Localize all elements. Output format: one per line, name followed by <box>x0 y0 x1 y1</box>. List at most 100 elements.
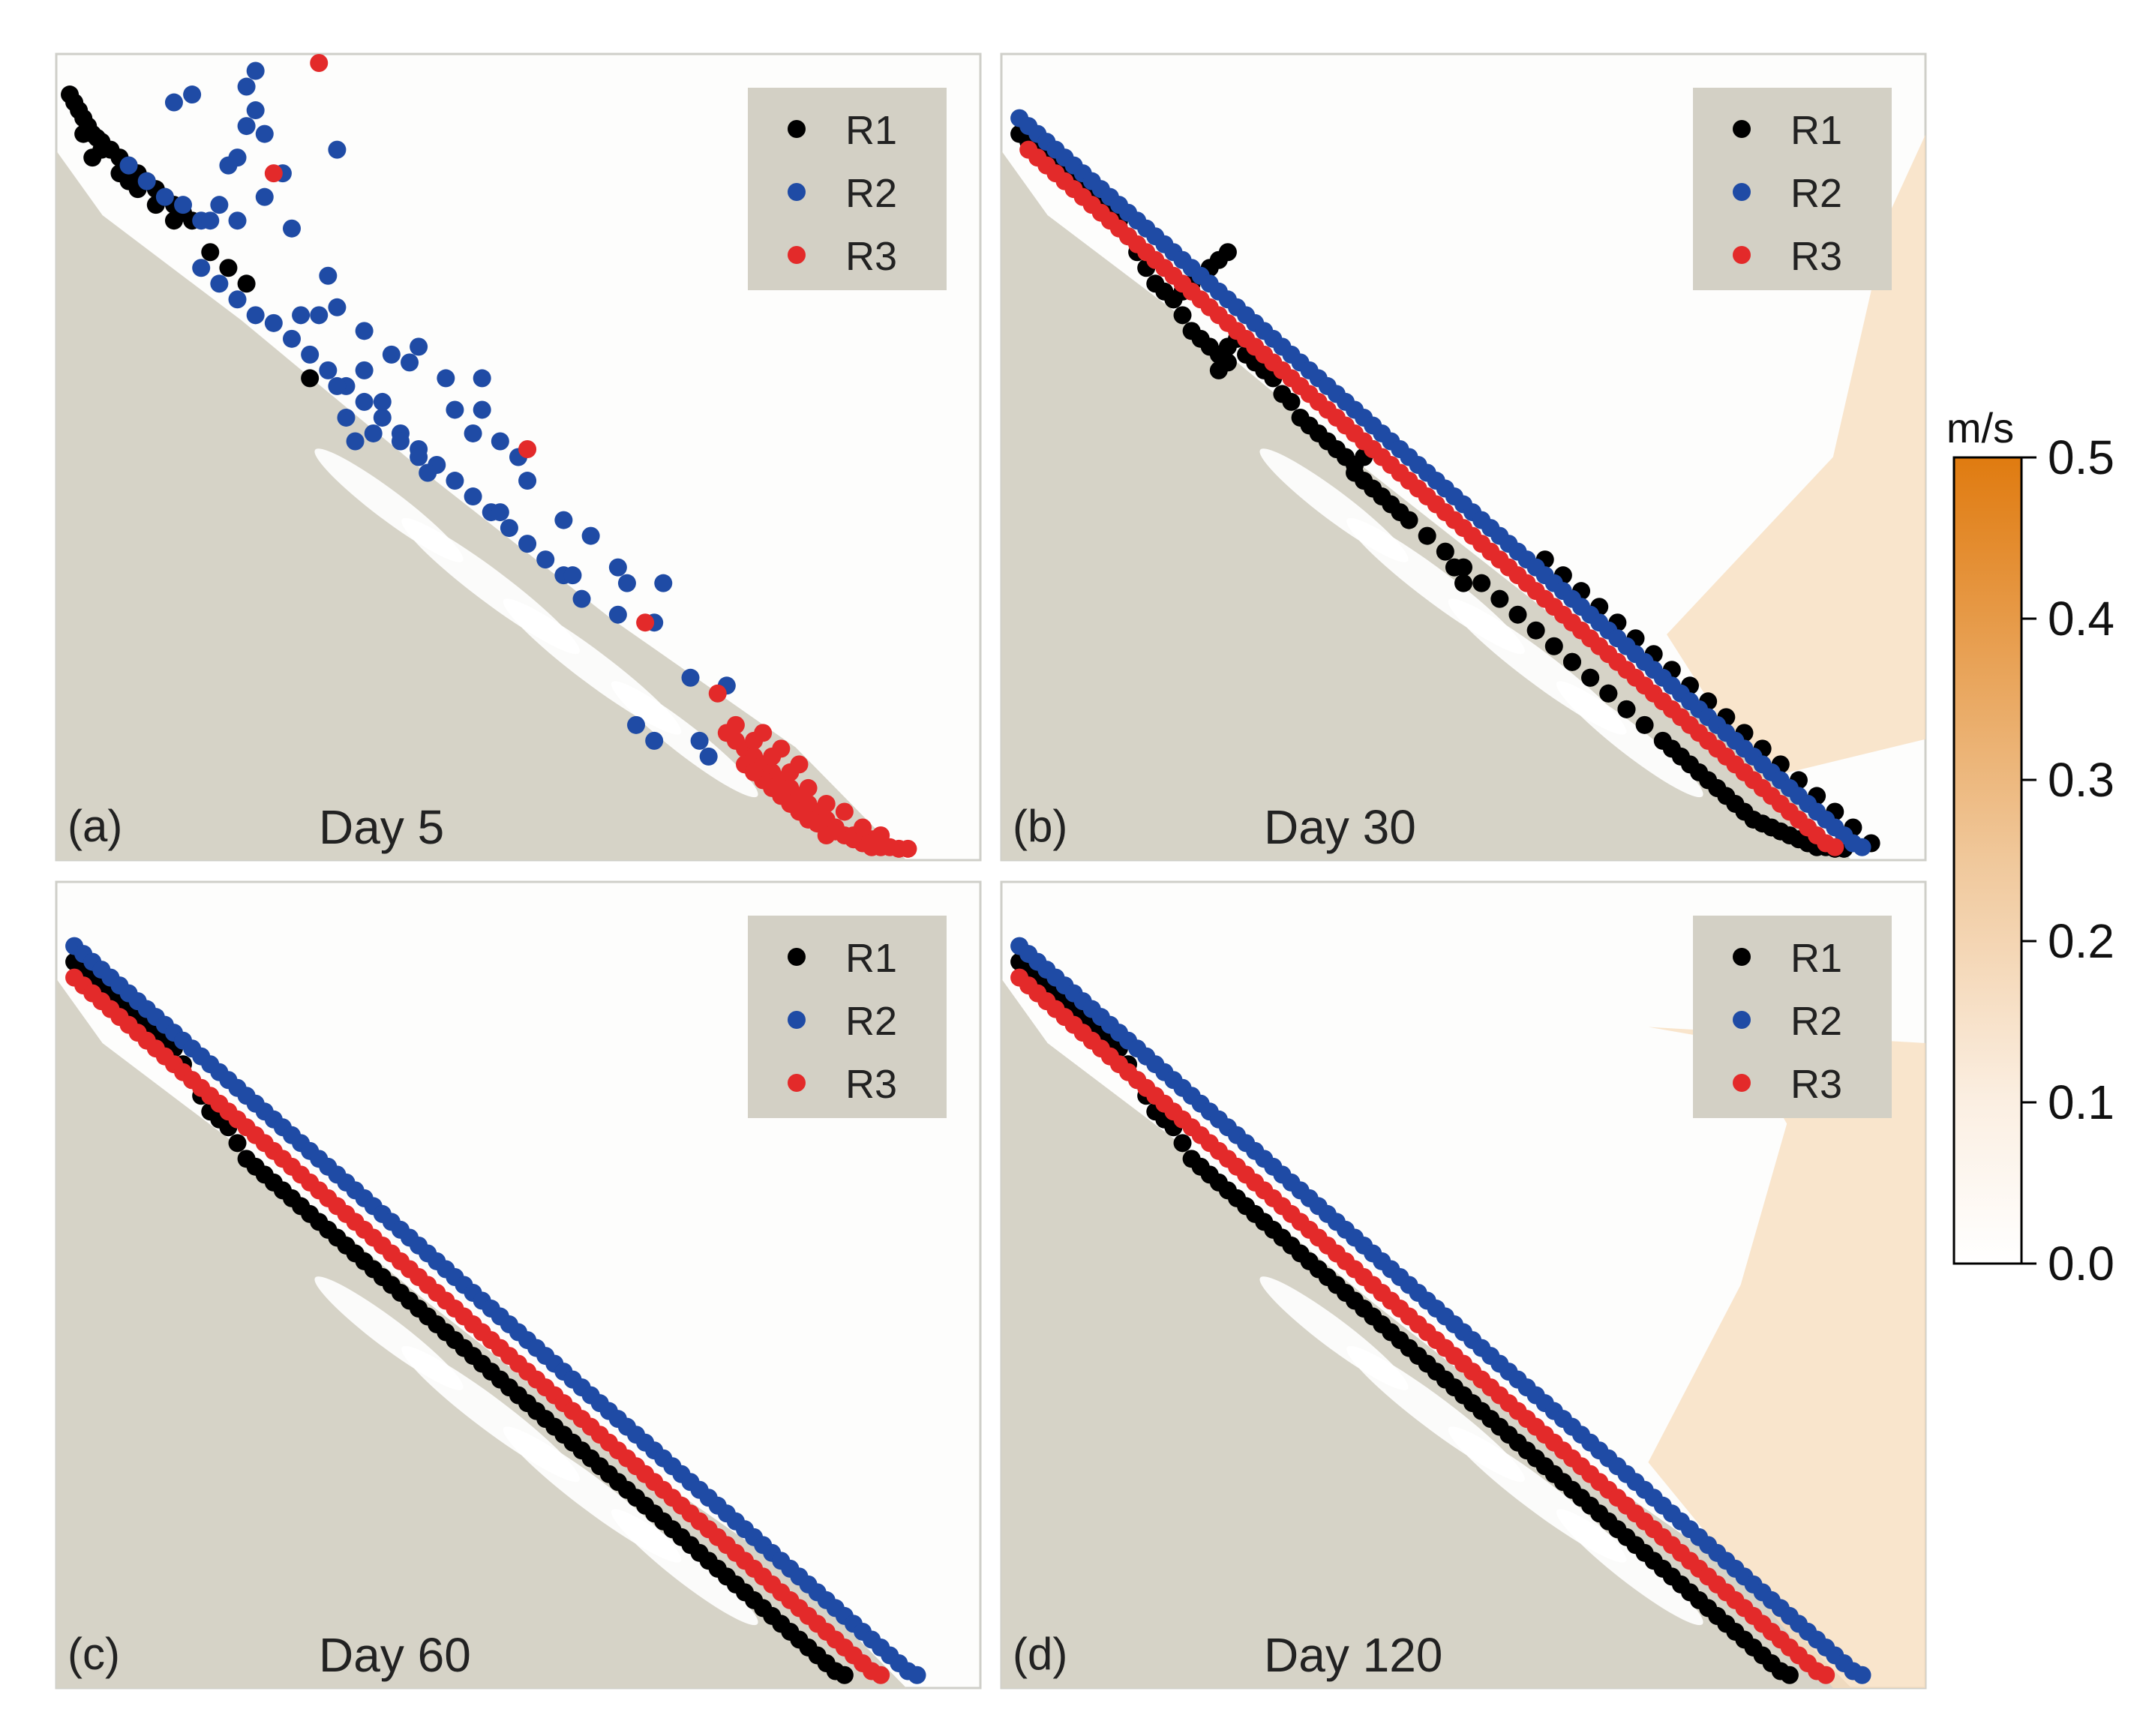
speed-plume <box>1648 1027 1925 1688</box>
channel <box>1556 681 1703 798</box>
colorbar: m/s 0.0 0.1 0.2 0.3 0.4 0.5 <box>1946 404 2114 1291</box>
data-point-r2 <box>391 432 410 451</box>
data-point-r2 <box>608 558 627 577</box>
data-point-r2 <box>292 306 311 325</box>
data-point-r2 <box>283 219 301 238</box>
data-point-r1 <box>1173 1134 1192 1153</box>
data-point-r2 <box>500 519 518 538</box>
legend-label-r2: R2 <box>1790 171 1842 216</box>
data-point-r2 <box>654 574 673 592</box>
data-point-r2 <box>373 408 392 427</box>
data-point-r2 <box>473 400 491 419</box>
data-point-r2 <box>355 322 374 340</box>
data-point-r2 <box>355 361 374 379</box>
data-point-r2 <box>283 329 301 348</box>
legend-marker-r3 <box>788 246 806 264</box>
series-r2 <box>1010 937 1871 1684</box>
colorbar-tick-label: 0.0 <box>2048 1237 2114 1291</box>
colorbar-gradient <box>1952 456 2023 1265</box>
data-point-r1 <box>219 259 238 277</box>
legend-box <box>1693 88 1892 290</box>
legend: R1 R2 R3 <box>1693 916 1892 1118</box>
data-point-r1 <box>1617 700 1636 718</box>
panel-label: (d) <box>1013 1629 1067 1679</box>
data-point-r3 <box>790 755 809 774</box>
data-point-r3 <box>1826 838 1844 856</box>
data-point-r1 <box>83 148 102 167</box>
series-r3 <box>264 54 917 858</box>
data-point-r3 <box>872 826 890 844</box>
data-point-r3 <box>854 818 872 837</box>
data-point-r1 <box>1445 558 1463 577</box>
data-point-r2 <box>419 463 437 482</box>
data-point-r2 <box>210 274 229 293</box>
data-point-r2 <box>581 526 600 545</box>
data-point-r1 <box>1599 684 1618 703</box>
data-point-r2 <box>563 566 582 585</box>
data-point-r2 <box>446 472 464 490</box>
data-point-r2 <box>1853 1666 1871 1684</box>
legend-label-r3: R3 <box>1790 1062 1842 1107</box>
data-point-r2 <box>437 369 455 388</box>
legend: R1 R2 R3 <box>748 88 947 290</box>
data-point-r2 <box>572 589 591 608</box>
panel-1: R1 R2 R3 (a) Day 5 <box>55 52 982 862</box>
legend-label-r2: R2 <box>845 999 897 1044</box>
data-point-r2 <box>446 400 464 419</box>
series-r3 <box>1010 968 1835 1684</box>
data-point-r2 <box>255 124 274 143</box>
series-r1 <box>65 952 854 1684</box>
data-point-r1 <box>1282 392 1301 411</box>
legend-marker-r1 <box>1733 948 1751 966</box>
data-point-r3 <box>310 54 329 72</box>
colorbar-tick-label: 0.4 <box>2048 592 2114 646</box>
data-point-r2 <box>627 715 646 734</box>
panel-title: Day 120 <box>1264 1628 1442 1682</box>
data-point-r2 <box>119 156 138 175</box>
data-point-r2 <box>310 306 329 325</box>
data-point-r2 <box>264 313 283 332</box>
legend: R1 R2 R3 <box>1693 88 1892 290</box>
data-point-r2 <box>608 605 627 624</box>
legend-label-r2: R2 <box>1790 999 1842 1044</box>
data-point-r3 <box>781 794 800 813</box>
legend-marker-r1 <box>788 948 806 966</box>
legend-label-r1: R1 <box>1790 936 1842 981</box>
series-r2 <box>1010 109 1871 856</box>
data-point-r2 <box>1853 838 1871 856</box>
data-point-r2 <box>319 361 338 379</box>
legend-label-r1: R1 <box>845 936 897 981</box>
data-point-r1 <box>1508 605 1527 624</box>
data-point-r3 <box>726 715 745 734</box>
data-point-r1 <box>201 243 220 262</box>
speed-plume <box>1667 134 1925 780</box>
panel-label: (a) <box>68 801 122 851</box>
data-point-r1 <box>301 369 320 388</box>
data-point-r2 <box>192 259 211 277</box>
data-point-r3 <box>754 724 773 742</box>
panel-3: R1 R2 R3 (c) Day 60 <box>55 880 982 1690</box>
data-point-r1 <box>835 1666 854 1684</box>
data-point-r1 <box>1218 353 1237 372</box>
legend-label-r3: R3 <box>845 1062 897 1107</box>
data-point-r2 <box>410 337 428 356</box>
data-point-r1 <box>1454 574 1472 592</box>
data-point-r2 <box>518 535 537 553</box>
data-point-r1 <box>228 1134 247 1153</box>
panel-2: R1 R2 R3 (b) Day 30 <box>1000 52 1927 862</box>
data-point-r3 <box>708 684 727 703</box>
data-point-r1 <box>1418 526 1436 545</box>
data-point-r2 <box>690 731 709 750</box>
series-r2 <box>65 937 926 1684</box>
legend: R1 R2 R3 <box>748 916 947 1118</box>
data-point-r2 <box>617 574 636 592</box>
data-point-r1 <box>1436 542 1454 561</box>
data-point-r3 <box>1817 1666 1835 1684</box>
data-point-r2 <box>246 101 265 120</box>
data-point-r2 <box>491 503 509 522</box>
data-point-r2 <box>554 511 573 529</box>
data-point-r2 <box>364 424 383 442</box>
data-point-r2 <box>382 345 401 364</box>
colorbar-tick-label: 0.5 <box>2048 430 2114 484</box>
data-point-r3 <box>264 164 283 183</box>
